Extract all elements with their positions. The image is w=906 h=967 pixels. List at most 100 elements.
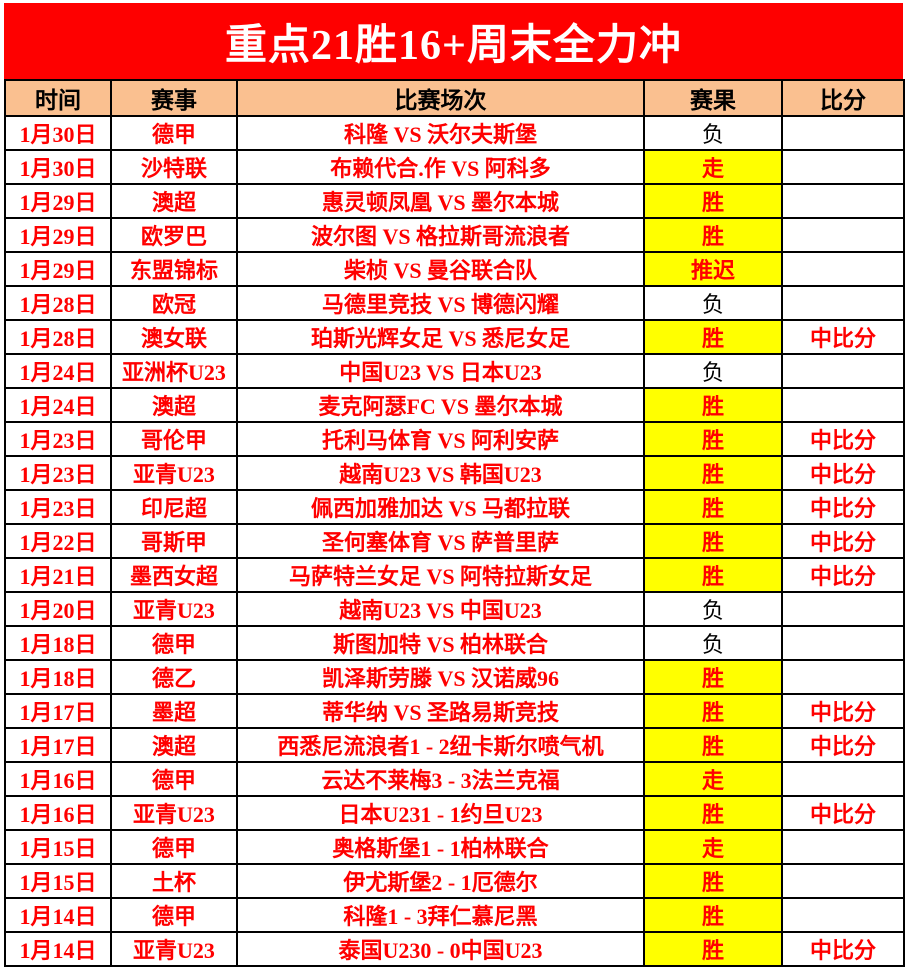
result-cell: 胜 <box>643 523 783 559</box>
result-cell: 走 <box>643 829 783 865</box>
match-cell: 科隆 VS 沃尔夫斯堡 <box>236 115 645 151</box>
date-cell: 1月24日 <box>4 353 112 389</box>
table-row: 1月17日 澳超 西悉尼流浪者1 - 2纽卡斯尔喷气机 胜 中比分 <box>4 727 905 763</box>
league-cell: 德甲 <box>110 625 238 661</box>
score-cell <box>781 659 905 695</box>
date-cell: 1月22日 <box>4 523 112 559</box>
date-cell: 1月21日 <box>4 557 112 593</box>
table-row: 1月22日 哥斯甲 圣何塞体育 VS 萨普里萨 胜 中比分 <box>4 523 905 559</box>
score-cell <box>781 625 905 661</box>
date-cell: 1月17日 <box>4 727 112 763</box>
table-row: 1月29日 澳超 惠灵顿凤凰 VS 墨尔本城 胜 <box>4 183 905 219</box>
match-cell: 日本U231 - 1约旦U23 <box>236 795 645 831</box>
match-cell: 波尔图 VS 格拉斯哥流浪者 <box>236 217 645 253</box>
header-row: 时间 赛事 比赛场次 赛果 比分 <box>4 79 905 117</box>
result-cell: 胜 <box>643 183 783 219</box>
league-cell: 土杯 <box>110 863 238 899</box>
date-cell: 1月23日 <box>4 421 112 457</box>
league-cell: 亚青U23 <box>110 795 238 831</box>
match-cell: 马萨特兰女足 VS 阿特拉斯女足 <box>236 557 645 593</box>
table-row: 1月16日 亚青U23 日本U231 - 1约旦U23 胜 中比分 <box>4 795 905 831</box>
match-cell: 麦克阿瑟FC VS 墨尔本城 <box>236 387 645 423</box>
table-row: 1月20日 亚青U23 越南U23 VS 中国U23 负 <box>4 591 905 627</box>
league-cell: 墨超 <box>110 693 238 729</box>
table-row: 1月29日 欧罗巴 波尔图 VS 格拉斯哥流浪者 胜 <box>4 217 905 253</box>
league-cell: 德甲 <box>110 115 238 151</box>
score-cell <box>781 897 905 933</box>
league-cell: 澳超 <box>110 387 238 423</box>
table-row: 1月14日 德甲 科隆1 - 3拜仁慕尼黑 胜 <box>4 897 905 933</box>
date-cell: 1月30日 <box>4 115 112 151</box>
match-cell: 科隆1 - 3拜仁慕尼黑 <box>236 897 645 933</box>
match-cell: 中国U23 VS 日本U23 <box>236 353 645 389</box>
table-row: 1月21日 墨西女超 马萨特兰女足 VS 阿特拉斯女足 胜 中比分 <box>4 557 905 593</box>
date-cell: 1月29日 <box>4 183 112 219</box>
match-cell: 珀斯光辉女足 VS 悉尼女足 <box>236 319 645 355</box>
league-cell: 德甲 <box>110 761 238 797</box>
score-cell <box>781 285 905 321</box>
league-cell: 亚青U23 <box>110 931 238 967</box>
date-cell: 1月24日 <box>4 387 112 423</box>
table-row: 1月28日 欧冠 马德里竞技 VS 博德闪耀 负 <box>4 285 905 321</box>
match-cell: 越南U23 VS 韩国U23 <box>236 455 645 491</box>
score-cell <box>781 115 905 151</box>
result-cell: 胜 <box>643 421 783 457</box>
result-cell: 胜 <box>643 489 783 525</box>
result-cell: 推迟 <box>643 251 783 287</box>
match-cell: 托利马体育 VS 阿利安萨 <box>236 421 645 457</box>
league-cell: 印尼超 <box>110 489 238 525</box>
match-cell: 蒂华纳 VS 圣路易斯竞技 <box>236 693 645 729</box>
league-cell: 墨西女超 <box>110 557 238 593</box>
date-cell: 1月15日 <box>4 863 112 899</box>
date-cell: 1月20日 <box>4 591 112 627</box>
league-cell: 澳女联 <box>110 319 238 355</box>
match-cell: 惠灵顿凤凰 VS 墨尔本城 <box>236 183 645 219</box>
league-cell: 亚洲杯U23 <box>110 353 238 389</box>
match-cell: 越南U23 VS 中国U23 <box>236 591 645 627</box>
table-row: 1月15日 土杯 伊尤斯堡2 - 1厄德尔 胜 <box>4 863 905 899</box>
match-cell: 云达不莱梅3 - 3法兰克福 <box>236 761 645 797</box>
league-cell: 欧罗巴 <box>110 217 238 253</box>
table-row: 1月23日 亚青U23 越南U23 VS 韩国U23 胜 中比分 <box>4 455 905 491</box>
result-cell: 胜 <box>643 659 783 695</box>
date-cell: 1月18日 <box>4 625 112 661</box>
result-cell: 胜 <box>643 931 783 967</box>
score-cell <box>781 591 905 627</box>
score-cell: 中比分 <box>781 421 905 457</box>
table-row: 1月15日 德甲 奥格斯堡1 - 1柏林联合 走 <box>4 829 905 865</box>
table-row: 1月30日 德甲 科隆 VS 沃尔夫斯堡 负 <box>4 115 905 151</box>
date-cell: 1月30日 <box>4 149 112 185</box>
league-cell: 德甲 <box>110 829 238 865</box>
match-cell: 布赖代合.作 VS 阿科多 <box>236 149 645 185</box>
match-cell: 柴桢 VS 曼谷联合队 <box>236 251 645 287</box>
league-cell: 沙特联 <box>110 149 238 185</box>
date-cell: 1月29日 <box>4 217 112 253</box>
league-cell: 德乙 <box>110 659 238 695</box>
score-cell <box>781 217 905 253</box>
match-cell: 泰国U230 - 0中国U23 <box>236 931 645 967</box>
score-cell <box>781 829 905 865</box>
league-cell: 东盟锦标 <box>110 251 238 287</box>
match-cell: 马德里竞技 VS 博德闪耀 <box>236 285 645 321</box>
league-cell: 澳超 <box>110 727 238 763</box>
date-cell: 1月23日 <box>4 455 112 491</box>
score-cell: 中比分 <box>781 455 905 491</box>
league-cell: 欧冠 <box>110 285 238 321</box>
score-cell <box>781 761 905 797</box>
score-cell: 中比分 <box>781 557 905 593</box>
score-cell <box>781 149 905 185</box>
score-cell: 中比分 <box>781 489 905 525</box>
date-cell: 1月23日 <box>4 489 112 525</box>
match-cell: 奥格斯堡1 - 1柏林联合 <box>236 829 645 865</box>
league-cell: 德甲 <box>110 897 238 933</box>
result-cell: 胜 <box>643 897 783 933</box>
table-row: 1月17日 墨超 蒂华纳 VS 圣路易斯竞技 胜 中比分 <box>4 693 905 729</box>
score-cell: 中比分 <box>781 727 905 763</box>
table-row: 1月24日 澳超 麦克阿瑟FC VS 墨尔本城 胜 <box>4 387 905 423</box>
date-cell: 1月28日 <box>4 319 112 355</box>
result-cell: 走 <box>643 149 783 185</box>
score-cell <box>781 183 905 219</box>
score-cell <box>781 387 905 423</box>
date-cell: 1月16日 <box>4 761 112 797</box>
column-header-score: 比分 <box>781 79 905 117</box>
